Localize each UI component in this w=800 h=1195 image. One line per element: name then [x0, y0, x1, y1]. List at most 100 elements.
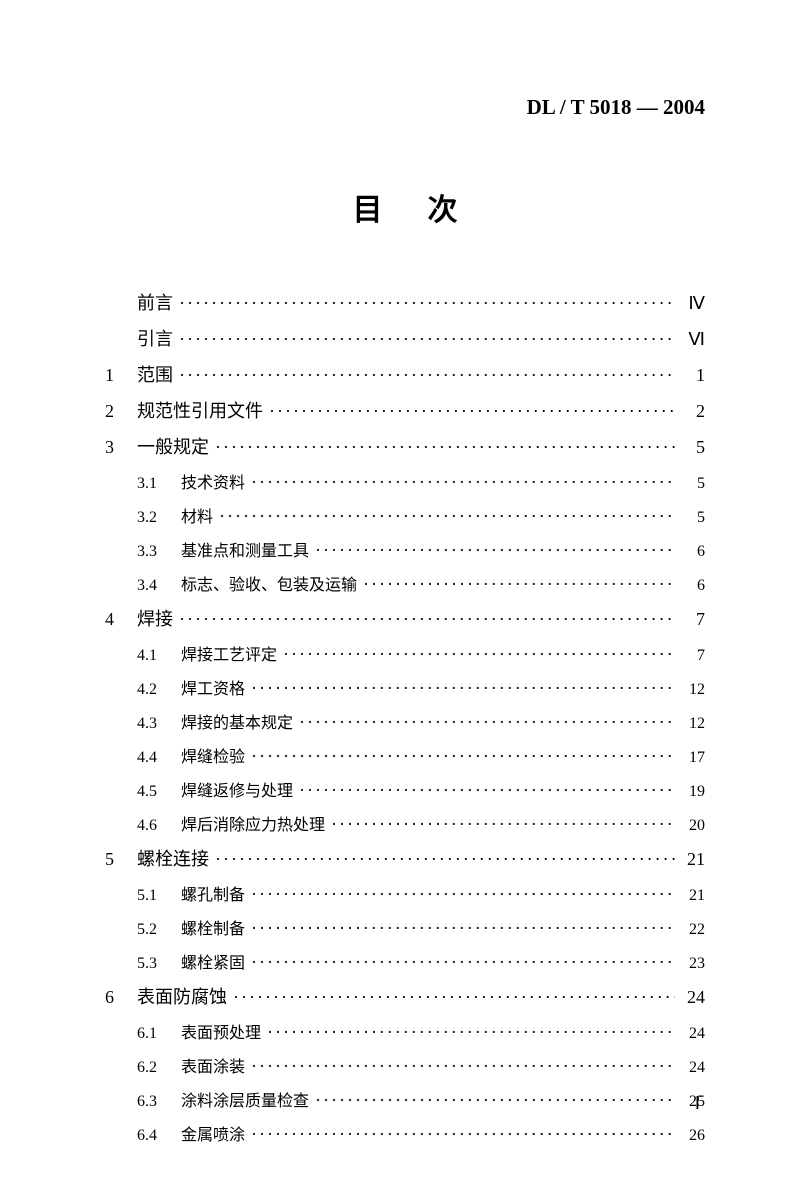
- toc-page-number: 24: [675, 1059, 705, 1077]
- toc-entry-label: 焊缝返修与处理: [181, 777, 299, 801]
- toc-section-number: 5.2: [137, 921, 181, 939]
- toc-page-number: 24: [675, 987, 705, 1008]
- toc-entry: 6表面防腐蚀24: [105, 983, 705, 1009]
- toc-leader-dots: [179, 365, 675, 386]
- toc-page-number: 1: [675, 365, 705, 386]
- toc-section-number: 4.6: [137, 817, 181, 835]
- toc-title: 目次: [105, 185, 705, 229]
- toc-leader-dots: [269, 401, 675, 422]
- toc-leader-dots: [299, 780, 675, 801]
- toc-section-number: 6.1: [137, 1025, 181, 1043]
- toc-chapter-number: 3: [105, 437, 137, 458]
- toc-entry-label: 涂料涂层质量检查: [181, 1087, 315, 1111]
- toc-leader-dots: [179, 329, 675, 350]
- toc-section-number: 3.2: [137, 509, 181, 527]
- toc-page-number: 17: [675, 749, 705, 767]
- toc-leader-dots: [215, 849, 675, 870]
- toc-entry-label: 焊接: [137, 605, 179, 631]
- toc-page-number: 20: [675, 817, 705, 835]
- page-number: Ⅰ: [695, 1093, 700, 1114]
- toc-entry: 3.1技术资料 5: [105, 469, 705, 493]
- toc-entry-label: 螺栓连接: [137, 845, 215, 871]
- toc-entry-label: 螺孔制备: [181, 881, 251, 905]
- toc-page-number: 25: [675, 1093, 705, 1111]
- toc-section-number: 3.3: [137, 543, 181, 561]
- toc-entry: 2规范性引用文件2: [105, 397, 705, 423]
- toc-leader-dots: [251, 472, 675, 493]
- toc-entry: 5.2螺栓制备22: [105, 915, 705, 939]
- toc-page-number: 2: [675, 401, 705, 422]
- toc-leader-dots: [219, 506, 675, 527]
- toc-page-number: 6: [675, 577, 705, 595]
- toc-entry: 4.6焊后消除应力热处理 20: [105, 811, 705, 835]
- toc-entry-label: 焊接的基本规定: [181, 709, 299, 733]
- toc-section-number: 5.3: [137, 955, 181, 973]
- toc-leader-dots: [315, 1090, 675, 1111]
- toc-entry-label: 焊缝检验: [181, 743, 251, 767]
- toc-entry-label: 材料: [181, 503, 219, 527]
- toc-page-number: 5: [675, 475, 705, 493]
- toc-entry: 6.4金属喷涂26: [105, 1121, 705, 1145]
- toc-page-number: 7: [675, 609, 705, 630]
- toc-page-number: 24: [675, 1025, 705, 1043]
- toc-section-number: 4.3: [137, 715, 181, 733]
- toc-entry: 4焊接 7: [105, 605, 705, 631]
- toc-entry-label: 焊接工艺评定: [181, 641, 283, 665]
- document-page: DL / T 5018 — 2004 目次 前言Ⅳ引言Ⅵ1范围12规范性引用文件…: [0, 0, 800, 1195]
- toc-page-number: 6: [675, 543, 705, 561]
- toc-entry-label: 焊工资格: [181, 675, 251, 699]
- toc-entry: 3.4标志、验收、包装及运输6: [105, 571, 705, 595]
- toc-entry-label: 焊后消除应力热处理: [181, 811, 331, 835]
- toc-entry-label: 引言: [137, 325, 179, 351]
- toc-leader-dots: [251, 678, 675, 699]
- toc-page-number: 19: [675, 783, 705, 801]
- toc-leader-dots: [251, 952, 675, 973]
- toc-entry-label: 表面预处理: [181, 1019, 267, 1043]
- toc-section-number: 4.5: [137, 783, 181, 801]
- toc-leader-dots: [267, 1022, 675, 1043]
- toc-leader-dots: [331, 814, 675, 835]
- toc-leader-dots: [251, 1056, 675, 1077]
- toc-page-number: 21: [675, 887, 705, 905]
- toc-entry-label: 螺栓制备: [181, 915, 251, 939]
- toc-entry-label: 技术资料: [181, 469, 251, 493]
- toc-entry: 5.3螺栓紧固23: [105, 949, 705, 973]
- toc-entry: 前言Ⅳ: [105, 289, 705, 315]
- toc-entry: 6.1表面预处理 24: [105, 1019, 705, 1043]
- toc-page-number: 23: [675, 955, 705, 973]
- toc-leader-dots: [251, 1124, 675, 1145]
- toc-page-number: 7: [675, 647, 705, 665]
- toc-page-number: 12: [675, 715, 705, 733]
- toc-section-number: 6.4: [137, 1127, 181, 1145]
- toc-entry-label: 规范性引用文件: [137, 397, 269, 423]
- toc-page-number: Ⅳ: [675, 293, 705, 314]
- toc-entry-label: 范围: [137, 361, 179, 387]
- toc-entry: 3.2材料5: [105, 503, 705, 527]
- toc-chapter-number: 2: [105, 401, 137, 422]
- toc-section-number: 3.1: [137, 475, 181, 493]
- toc-leader-dots: [363, 574, 675, 595]
- toc-leader-dots: [315, 540, 675, 561]
- toc-leader-dots: [215, 437, 675, 458]
- toc-leader-dots: [179, 609, 675, 630]
- toc-section-number: 4.4: [137, 749, 181, 767]
- toc-entry-label: 基准点和测量工具: [181, 537, 315, 561]
- toc-entry: 5螺栓连接 21: [105, 845, 705, 871]
- toc-entry: 4.5焊缝返修与处理 19: [105, 777, 705, 801]
- document-header: DL / T 5018 — 2004: [105, 95, 705, 120]
- toc-section-number: 4.2: [137, 681, 181, 699]
- toc-section-number: 4.1: [137, 647, 181, 665]
- toc-chapter-number: 5: [105, 849, 137, 870]
- toc-page-number: 26: [675, 1127, 705, 1145]
- toc-page-number: 21: [675, 849, 705, 870]
- toc-chapter-number: 1: [105, 365, 137, 386]
- toc-leader-dots: [299, 712, 675, 733]
- toc-section-number: 5.1: [137, 887, 181, 905]
- toc-chapter-number: 6: [105, 987, 137, 1008]
- toc-entry-label: 一般规定: [137, 433, 215, 459]
- toc-chapter-number: 4: [105, 609, 137, 630]
- toc-leader-dots: [179, 293, 675, 314]
- toc-page-number: Ⅵ: [675, 329, 705, 350]
- toc-entry: 引言 Ⅵ: [105, 325, 705, 351]
- toc-leader-dots: [251, 746, 675, 767]
